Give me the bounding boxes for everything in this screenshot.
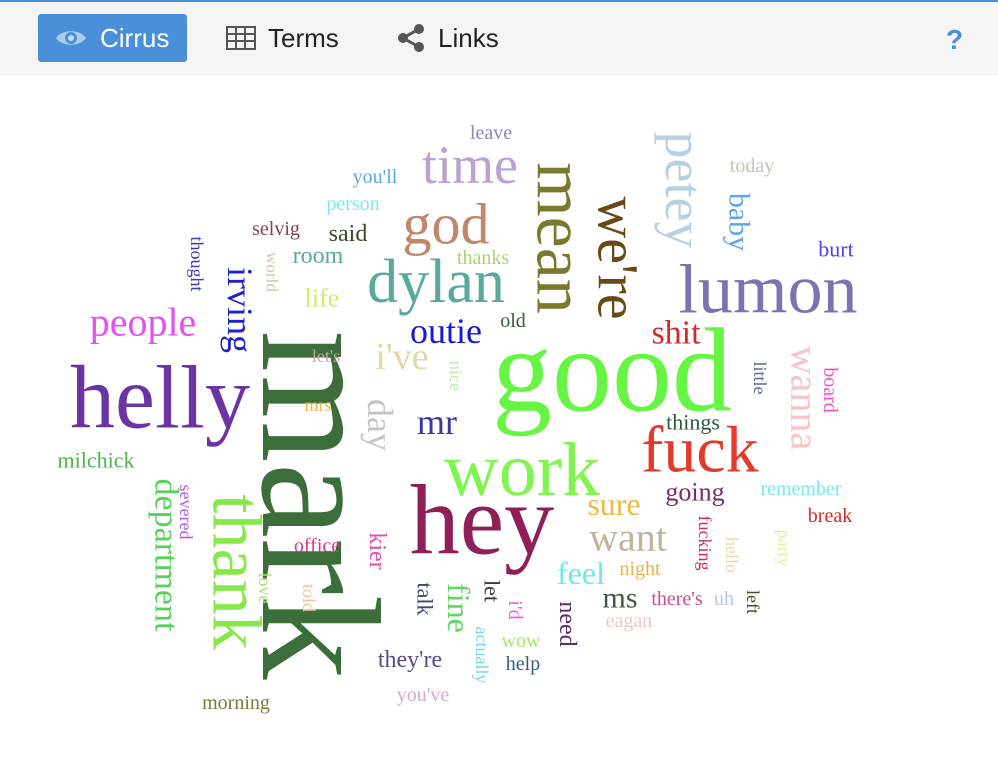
cloud-word[interactable]: help bbox=[506, 653, 540, 675]
cloud-word[interactable]: today bbox=[730, 155, 774, 177]
cloud-word[interactable]: god bbox=[403, 192, 490, 257]
word-cloud: mark good hey helly work mean lumon thank fuck we… bbox=[58, 122, 858, 714]
cloud-word[interactable]: mr bbox=[417, 402, 457, 442]
cloud-word[interactable]: day bbox=[360, 399, 400, 451]
cloud-word[interactable]: eagan bbox=[606, 610, 653, 632]
tab-terms[interactable]: Terms bbox=[226, 14, 339, 62]
cloud-word[interactable]: love bbox=[255, 573, 275, 604]
cloud-word[interactable]: sure bbox=[587, 486, 640, 522]
cloud-word[interactable]: board bbox=[819, 367, 841, 413]
cloud-word[interactable]: you've bbox=[397, 684, 450, 706]
cloud-word[interactable]: need bbox=[554, 601, 580, 646]
cloud-word[interactable]: department bbox=[148, 479, 185, 632]
cloud-word[interactable]: going bbox=[665, 478, 724, 507]
cloud-word[interactable]: morning bbox=[202, 692, 270, 714]
tab-cirrus[interactable]: Cirrus bbox=[38, 14, 187, 62]
cloud-word[interactable]: break bbox=[808, 505, 852, 527]
cloud-word[interactable]: lumon bbox=[679, 252, 858, 329]
cloud-word[interactable]: wanna bbox=[783, 346, 828, 451]
help-button[interactable]: ? bbox=[946, 24, 964, 55]
cloud-word[interactable]: actually bbox=[472, 627, 492, 684]
cloud-word[interactable]: old bbox=[500, 310, 526, 332]
cloud-word[interactable]: selvig bbox=[252, 218, 300, 240]
tab-cirrus-label: Cirrus bbox=[100, 23, 170, 53]
cloud-word[interactable]: fine bbox=[441, 583, 477, 633]
cloud-word[interactable]: we're bbox=[586, 196, 651, 319]
cloud-word[interactable]: person bbox=[326, 193, 379, 215]
cloud-word[interactable]: hello bbox=[722, 537, 742, 573]
cloud-word[interactable]: outie bbox=[410, 311, 482, 351]
cloud-word[interactable]: mrs bbox=[305, 395, 332, 415]
cloud-word[interactable]: they're bbox=[378, 647, 442, 673]
cloud-word[interactable]: milchick bbox=[58, 448, 135, 473]
cloud-word[interactable]: ms bbox=[602, 582, 637, 615]
eye-icon bbox=[56, 31, 86, 45]
cloud-word[interactable]: talk bbox=[413, 583, 438, 616]
cloud-word[interactable]: baby bbox=[723, 193, 756, 251]
cloud-word[interactable]: fucking bbox=[695, 516, 715, 571]
cloud-word[interactable]: thanks bbox=[457, 247, 509, 269]
top-accent-line bbox=[0, 0, 998, 2]
cloud-word[interactable]: night bbox=[619, 558, 661, 580]
cloud-word[interactable]: time bbox=[422, 135, 518, 195]
tab-links-label: Links bbox=[438, 23, 499, 53]
cloud-word[interactable]: there's bbox=[651, 588, 703, 610]
cloud-word[interactable]: things bbox=[666, 410, 720, 435]
cloud-word[interactable]: mean bbox=[522, 162, 599, 314]
cloud-word[interactable]: helly bbox=[70, 349, 250, 448]
cloud-word[interactable]: shit bbox=[651, 315, 701, 352]
share-icon bbox=[398, 24, 424, 52]
toolbar: Cirrus Terms Links ? bbox=[0, 2, 998, 75]
cloud-word[interactable]: let bbox=[480, 580, 505, 602]
cloud-word[interactable]: you'll bbox=[353, 166, 398, 188]
cloud-word[interactable]: severed bbox=[176, 485, 196, 540]
cloud-word[interactable]: leave bbox=[470, 122, 512, 144]
cloud-word[interactable]: wow bbox=[502, 630, 541, 652]
cloud-word[interactable]: hey bbox=[410, 465, 554, 576]
cloud-word[interactable]: told bbox=[299, 584, 319, 612]
cloud-word[interactable]: uh bbox=[714, 588, 734, 610]
cloud-word[interactable]: thank bbox=[198, 494, 275, 650]
cloud-word[interactable]: left bbox=[743, 590, 763, 614]
cloud-word[interactable]: petey bbox=[654, 132, 714, 249]
cloud-word[interactable]: said bbox=[329, 221, 368, 247]
tab-terms-label: Terms bbox=[268, 23, 339, 53]
cloud-word[interactable]: want bbox=[589, 515, 667, 560]
cloud-word[interactable]: fuck bbox=[641, 414, 758, 487]
cloud-word[interactable]: mark bbox=[226, 330, 414, 679]
cloud-word[interactable]: nice bbox=[446, 361, 466, 391]
cloud-word[interactable]: thought bbox=[187, 236, 207, 291]
table-icon bbox=[226, 26, 256, 50]
cloud-word[interactable]: i've bbox=[375, 336, 428, 378]
tab-links[interactable]: Links bbox=[396, 14, 499, 62]
cloud-word[interactable]: room bbox=[293, 243, 344, 269]
cloud-word[interactable]: little bbox=[750, 362, 770, 395]
cloud-word[interactable]: feel bbox=[557, 555, 605, 591]
cloud-word[interactable]: world bbox=[263, 252, 282, 292]
cloud-word[interactable]: party bbox=[774, 530, 794, 567]
cloud-word[interactable]: remember bbox=[760, 478, 841, 500]
cloud-word[interactable]: irving bbox=[220, 267, 260, 353]
cloud-word[interactable]: work bbox=[444, 428, 600, 512]
cloud-word[interactable]: office bbox=[294, 535, 340, 557]
cloud-word[interactable]: let's bbox=[312, 346, 340, 366]
cloud-word[interactable]: life bbox=[305, 284, 340, 313]
cloud-word[interactable]: i'd bbox=[504, 600, 526, 619]
cloud-word[interactable]: kier bbox=[364, 532, 390, 569]
cloud-word[interactable]: burt bbox=[818, 237, 853, 262]
cloud-word[interactable]: dylan bbox=[367, 248, 505, 316]
cloud-word[interactable]: people bbox=[90, 300, 197, 345]
cloud-word[interactable]: good bbox=[492, 304, 732, 437]
